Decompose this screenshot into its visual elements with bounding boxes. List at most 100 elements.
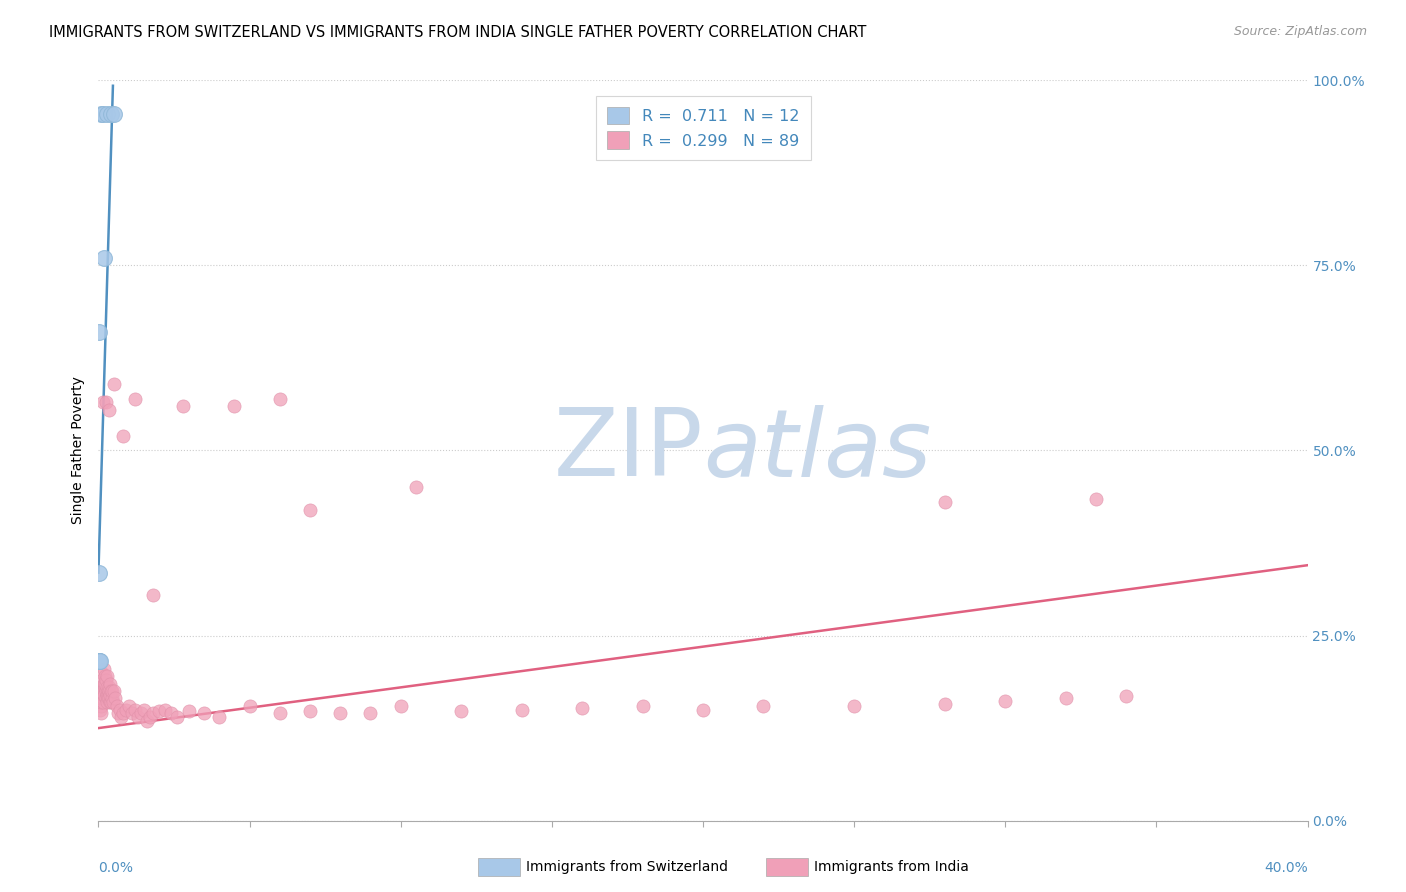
- Point: [100, 691, 122, 706]
- Point: [90, 698, 112, 713]
- Point: [118, 698, 141, 713]
- Point: [752, 698, 775, 713]
- Point: [96, 688, 118, 702]
- Point: [239, 698, 262, 713]
- Point: [98, 676, 121, 690]
- Point: [124, 392, 146, 406]
- Point: [94, 691, 117, 706]
- Point: [101, 684, 124, 698]
- Point: [994, 694, 1017, 708]
- Point: [121, 706, 143, 721]
- Point: [91, 691, 114, 706]
- Y-axis label: Single Father Poverty: Single Father Poverty: [72, 376, 86, 524]
- Text: Immigrants from Switzerland: Immigrants from Switzerland: [526, 860, 728, 874]
- Point: [160, 706, 183, 721]
- Point: [571, 701, 593, 715]
- Point: [692, 703, 714, 717]
- Point: [97, 684, 120, 698]
- Point: [93, 662, 115, 676]
- Point: [1054, 691, 1077, 706]
- Point: [129, 706, 152, 721]
- Point: [111, 428, 134, 442]
- Point: [103, 684, 125, 698]
- Point: [405, 480, 427, 494]
- Point: [96, 695, 118, 709]
- Point: [193, 706, 215, 721]
- Point: [631, 698, 654, 713]
- Text: Source: ZipAtlas.com: Source: ZipAtlas.com: [1233, 25, 1367, 38]
- Point: [91, 673, 114, 687]
- Point: [98, 688, 121, 702]
- Point: [94, 673, 117, 687]
- Point: [103, 376, 125, 391]
- Point: [91, 684, 114, 698]
- Point: [100, 684, 122, 698]
- Point: [111, 706, 134, 721]
- Point: [153, 703, 176, 717]
- Point: [94, 676, 117, 690]
- Point: [98, 691, 121, 706]
- Point: [142, 706, 165, 721]
- Point: [1115, 690, 1137, 704]
- Point: [1085, 491, 1108, 506]
- Point: [93, 251, 115, 265]
- Point: [208, 710, 231, 724]
- Point: [142, 588, 165, 602]
- Point: [89, 703, 111, 717]
- Point: [98, 684, 121, 698]
- Point: [103, 106, 125, 120]
- Point: [107, 706, 129, 721]
- Point: [124, 703, 146, 717]
- Point: [98, 695, 121, 709]
- Text: ZIP: ZIP: [554, 404, 703, 497]
- Point: [91, 395, 114, 409]
- Point: [98, 402, 121, 417]
- Point: [108, 703, 131, 717]
- Text: 0.0%: 0.0%: [98, 862, 134, 875]
- Point: [934, 495, 956, 509]
- Point: [389, 698, 412, 713]
- Point: [90, 681, 112, 695]
- Point: [135, 714, 157, 728]
- Point: [299, 704, 322, 718]
- Point: [510, 703, 533, 717]
- Point: [89, 684, 111, 698]
- Point: [90, 106, 112, 120]
- Text: IMMIGRANTS FROM SWITZERLAND VS IMMIGRANTS FROM INDIA SINGLE FATHER POVERTY CORRE: IMMIGRANTS FROM SWITZERLAND VS IMMIGRANT…: [49, 25, 866, 40]
- Point: [329, 706, 352, 721]
- Point: [87, 566, 110, 580]
- Text: atlas: atlas: [703, 405, 931, 496]
- Point: [299, 502, 322, 516]
- Text: Immigrants from India: Immigrants from India: [814, 860, 969, 874]
- Point: [97, 681, 120, 695]
- Point: [96, 106, 118, 120]
- Point: [100, 106, 122, 120]
- Text: 40.0%: 40.0%: [1264, 862, 1308, 875]
- Point: [269, 392, 291, 406]
- Point: [96, 669, 118, 683]
- Point: [93, 688, 115, 702]
- Point: [87, 655, 110, 669]
- Point: [91, 688, 114, 702]
- Point: [91, 695, 114, 709]
- Point: [148, 704, 170, 718]
- Point: [166, 710, 188, 724]
- Point: [934, 697, 956, 711]
- Point: [172, 399, 194, 413]
- Point: [94, 681, 117, 695]
- Point: [93, 684, 115, 698]
- Point: [94, 395, 117, 409]
- Point: [90, 706, 112, 721]
- Point: [90, 665, 112, 680]
- Point: [96, 681, 118, 695]
- Point: [224, 399, 246, 413]
- Point: [97, 688, 120, 702]
- Point: [101, 695, 124, 709]
- Point: [105, 698, 128, 713]
- Point: [104, 691, 127, 706]
- Point: [89, 655, 111, 669]
- Point: [90, 691, 112, 706]
- Point: [127, 710, 149, 724]
- Point: [97, 691, 120, 706]
- Point: [844, 698, 866, 713]
